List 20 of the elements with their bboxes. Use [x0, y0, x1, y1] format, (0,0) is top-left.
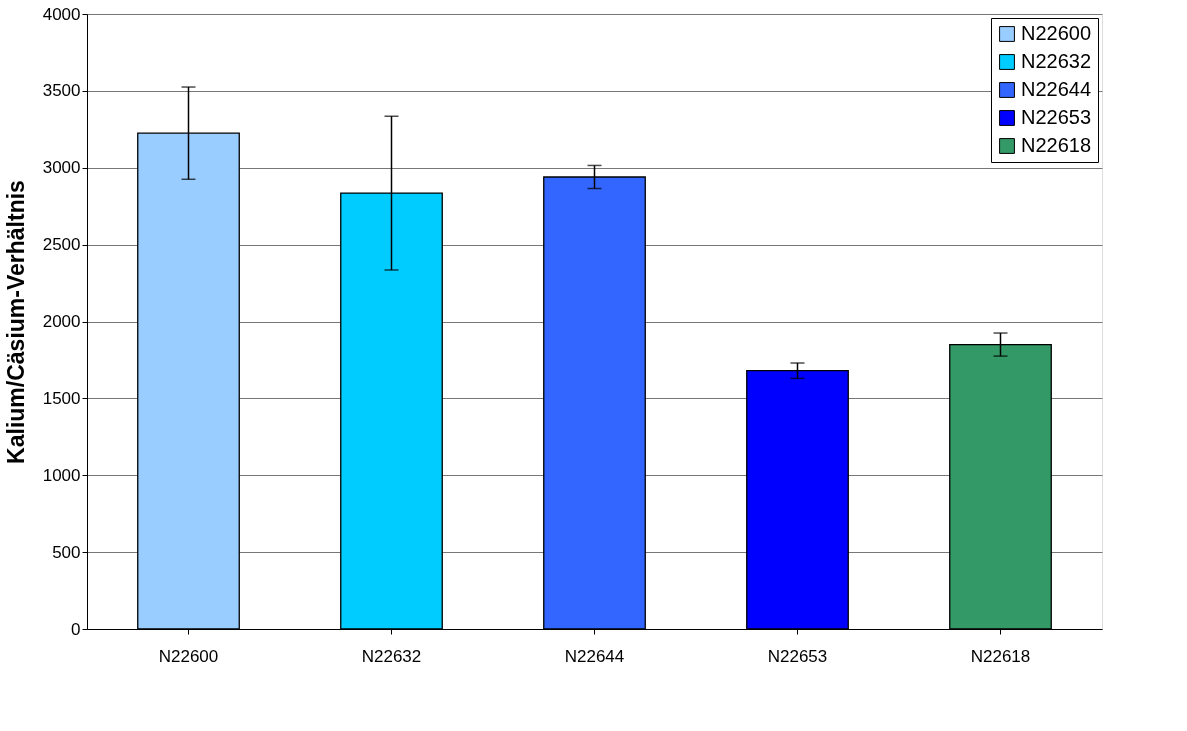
- x-tick-label: N22632: [361, 646, 422, 666]
- x-tick-label: N22618: [970, 646, 1031, 666]
- y-tick-label: 1000: [42, 465, 81, 485]
- legend-label: N22618: [1021, 134, 1092, 156]
- y-tick-label: 500: [52, 542, 81, 562]
- legend-label: N22653: [1021, 106, 1092, 128]
- x-tick-label: N22653: [767, 646, 828, 666]
- x-tick-label: N22644: [564, 646, 625, 666]
- y-tick-label: 3500: [42, 81, 81, 101]
- legend-label: N22600: [1021, 22, 1092, 44]
- y-tick-label: 4000: [42, 4, 81, 24]
- y-tick-label: 3000: [42, 158, 81, 178]
- legend-label: N22644: [1021, 78, 1092, 100]
- x-tick-label: N22600: [158, 646, 219, 666]
- y-tick-label: 0: [71, 619, 81, 639]
- y-axis-title: Kalium/Cäsium-Verhältnis: [2, 180, 29, 464]
- y-tick-label: 1500: [42, 388, 81, 408]
- legend-label: N22632: [1021, 50, 1092, 72]
- y-tick-label: 2500: [42, 235, 81, 255]
- y-tick-label: 2000: [42, 312, 81, 331]
